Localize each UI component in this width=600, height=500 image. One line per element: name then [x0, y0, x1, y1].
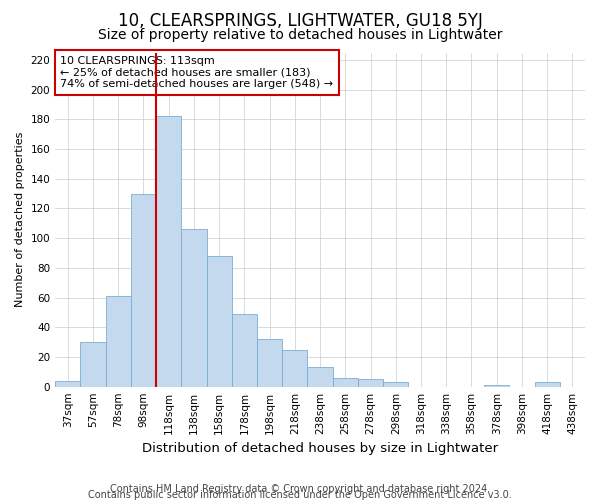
Bar — [332, 378, 358, 386]
Bar — [358, 380, 383, 386]
Text: Contains HM Land Registry data © Crown copyright and database right 2024.: Contains HM Land Registry data © Crown c… — [110, 484, 490, 494]
Bar — [156, 116, 181, 386]
Bar — [206, 256, 232, 386]
Text: 10 CLEARSPRINGS: 113sqm
← 25% of detached houses are smaller (183)
74% of semi-d: 10 CLEARSPRINGS: 113sqm ← 25% of detache… — [61, 56, 334, 89]
Text: Contains public sector information licensed under the Open Government Licence v3: Contains public sector information licen… — [88, 490, 512, 500]
Bar — [257, 339, 282, 386]
Bar — [484, 385, 509, 386]
Text: 10, CLEARSPRINGS, LIGHTWATER, GU18 5YJ: 10, CLEARSPRINGS, LIGHTWATER, GU18 5YJ — [118, 12, 482, 30]
Bar — [80, 342, 106, 386]
Bar — [181, 229, 206, 386]
Bar — [307, 368, 332, 386]
Bar — [131, 194, 156, 386]
Bar — [232, 314, 257, 386]
Bar — [106, 296, 131, 386]
Bar — [535, 382, 560, 386]
Bar — [282, 350, 307, 387]
Bar — [55, 380, 80, 386]
X-axis label: Distribution of detached houses by size in Lightwater: Distribution of detached houses by size … — [142, 442, 498, 455]
Text: Size of property relative to detached houses in Lightwater: Size of property relative to detached ho… — [98, 28, 502, 42]
Bar — [383, 382, 409, 386]
Y-axis label: Number of detached properties: Number of detached properties — [15, 132, 25, 308]
